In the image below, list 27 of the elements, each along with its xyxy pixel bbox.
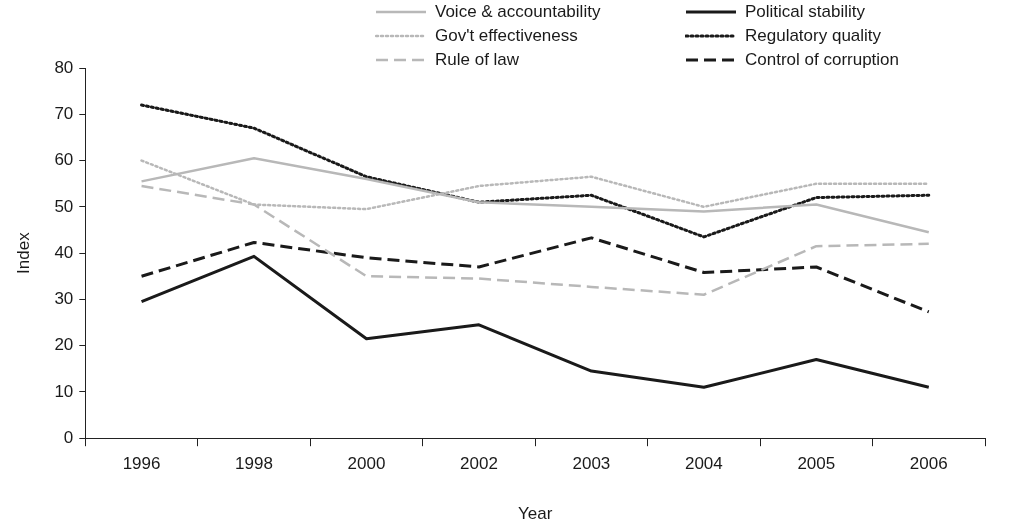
x-tick-label: 2005 — [797, 454, 836, 474]
y-tick-label: 10 — [54, 381, 74, 401]
legend-label: Regulatory quality — [745, 26, 882, 46]
y-tick-label: 30 — [54, 289, 74, 309]
y-tick-label: 40 — [54, 242, 74, 262]
x-tick-label: 2002 — [460, 454, 498, 474]
x-axis-title: Year — [517, 504, 553, 524]
y-axis-title: Index — [13, 231, 33, 274]
x-tick-label: 2006 — [909, 454, 948, 474]
x-tick-label: 2000 — [347, 454, 386, 474]
y-tick-label: 0 — [63, 427, 74, 447]
legend-label: Voice & accountability — [435, 2, 601, 22]
y-tick-label: 80 — [54, 57, 74, 77]
y-tick-label: 20 — [54, 335, 74, 355]
x-tick-label: 1998 — [235, 454, 273, 474]
legend-label: Control of corruption — [745, 50, 900, 70]
x-tick-label: 1996 — [122, 454, 161, 474]
x-tick-label: 2003 — [572, 454, 611, 474]
legend-label: Gov't effectiveness — [435, 26, 578, 46]
y-tick-label: 50 — [54, 196, 74, 216]
legend-label: Rule of law — [435, 50, 520, 70]
legend-label: Political stability — [745, 2, 865, 22]
y-tick-label: 70 — [54, 103, 74, 123]
line-series — [140, 236, 931, 314]
line-series — [140, 103, 931, 239]
x-tick-label: 2004 — [684, 454, 723, 474]
y-tick-label: 60 — [54, 150, 74, 170]
